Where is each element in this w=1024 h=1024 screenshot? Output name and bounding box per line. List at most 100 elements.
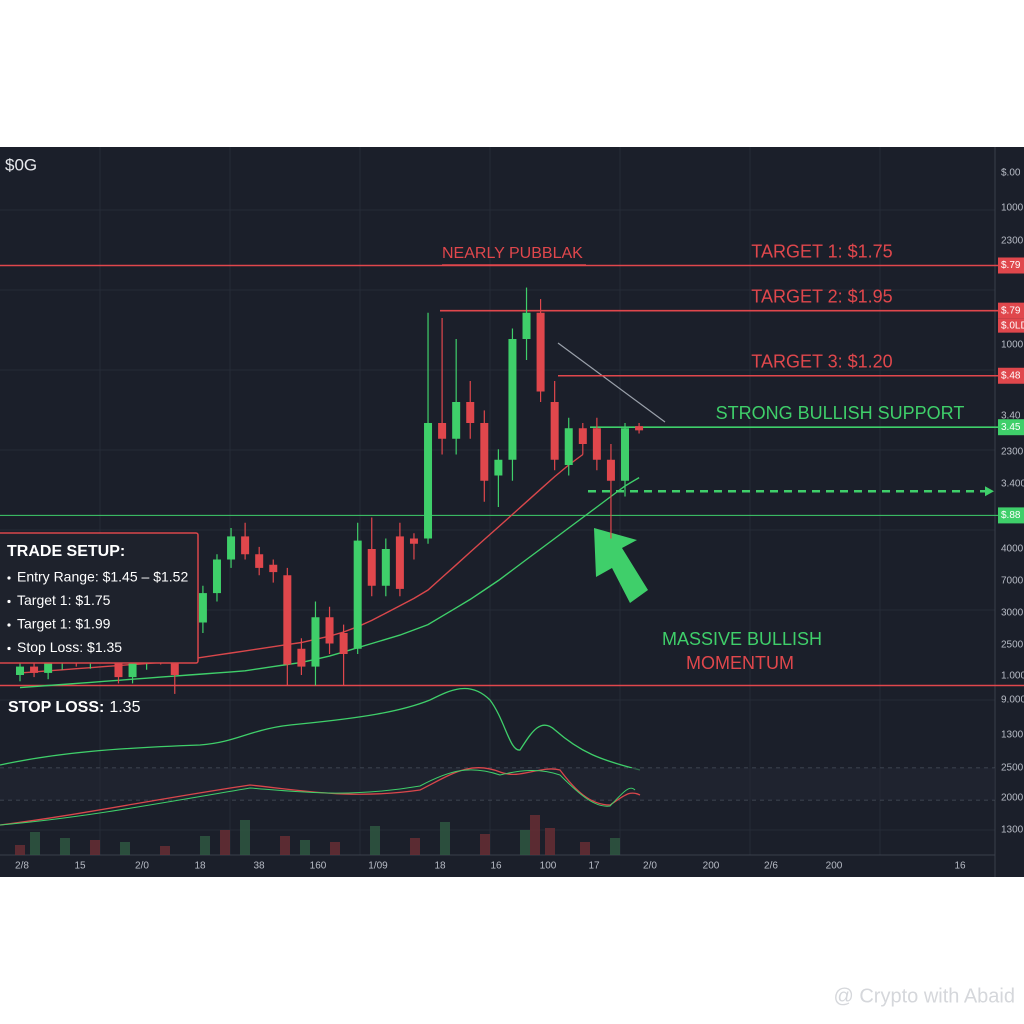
candle-body	[536, 312, 545, 392]
trade-setup-box	[0, 532, 199, 664]
x-axis-label: 2/0	[135, 861, 149, 872]
x-axis-label: 2/0	[643, 861, 657, 872]
price-tag	[998, 507, 1024, 524]
y-axis-label: 7000	[1001, 576, 1024, 587]
candle-body	[297, 648, 306, 667]
candle-body	[283, 575, 292, 665]
x-axis-label: 2/8	[15, 861, 29, 872]
candle-body	[311, 617, 320, 667]
candle-body	[170, 656, 179, 675]
candle-body	[44, 662, 53, 673]
candle-body	[564, 428, 573, 465]
trade-setup-item: Entry Range: $1.45 – $1.52	[17, 569, 188, 585]
price-tag-label: $.48	[1001, 370, 1021, 381]
candle-body	[381, 549, 390, 586]
candle-body	[621, 428, 630, 481]
candle-body	[466, 402, 475, 423]
candle-body	[522, 312, 531, 339]
price-tag-label: $.0LD	[1001, 320, 1024, 331]
oscillator-line	[0, 769, 636, 826]
candle-body	[198, 593, 207, 623]
chart-title: $0G	[5, 155, 37, 174]
trade-setup-item: Target 1: $1.75	[17, 592, 111, 608]
x-axis-label: 18	[434, 861, 446, 872]
price-tag	[998, 419, 1024, 436]
stop-loss-title: STOP LOSS:	[8, 699, 104, 716]
level-label: STRONG BULLISH SUPPORT	[716, 403, 965, 423]
y-axis-label: 2500	[1001, 763, 1024, 774]
level-label: TARGET 2: $1.95	[751, 286, 892, 306]
candle-body	[395, 536, 404, 589]
y-axis-label: 1300	[1001, 825, 1024, 836]
candle-body	[128, 662, 137, 678]
candle-body	[241, 536, 250, 555]
candle-body	[339, 633, 348, 654]
candle-body	[269, 564, 278, 573]
candle-body	[114, 658, 123, 678]
candle-body	[325, 617, 334, 644]
level-label: TARGET 3: $1.20	[751, 352, 892, 372]
arrow	[594, 528, 648, 603]
candle-body	[592, 428, 601, 460]
x-axis-label: 200	[826, 861, 843, 872]
price-tag	[998, 302, 1024, 319]
y-axis-label: 1300	[1001, 730, 1024, 741]
x-axis-label: 200	[703, 861, 720, 872]
x-axis-label: 160	[310, 861, 327, 872]
volume-bars	[30, 820, 620, 855]
candle-body	[480, 423, 489, 481]
y-axis-label: 3.400	[1001, 479, 1024, 490]
candle-body	[16, 666, 24, 675]
candle-body	[452, 402, 461, 439]
candle-body	[508, 339, 517, 460]
candle-body	[30, 666, 39, 673]
price-tag-label: $.88	[1001, 510, 1021, 521]
price-tag-label: 3.45	[1001, 422, 1021, 433]
price-tag	[998, 257, 1024, 274]
level-label: TARGET 1: $1.75	[751, 241, 892, 261]
candle-body	[212, 559, 221, 594]
candle-body	[578, 428, 587, 444]
x-axis-label: 17	[588, 861, 600, 872]
y-axis-label: 1.000	[1001, 671, 1024, 682]
pattern-label: NEARLY PUBBLAK	[442, 245, 583, 262]
candle-body	[367, 549, 376, 586]
momentum-label: MASSIVE BULLISH	[662, 629, 822, 649]
candle-body	[606, 459, 615, 481]
moving-average	[19, 476, 640, 689]
y-axis-label: $.00	[1001, 168, 1021, 179]
trade-setup-title: TRADE SETUP:	[7, 543, 125, 560]
y-axis-label: 9.000	[1001, 695, 1024, 706]
dashed-arrowhead	[985, 486, 994, 497]
oscillator-line	[0, 767, 641, 826]
bullet	[7, 646, 11, 651]
x-axis-label: 38	[253, 861, 265, 872]
y-axis-label: 3.40	[1001, 411, 1021, 422]
x-axis-label: 16	[490, 861, 502, 872]
x-axis-label: 15	[74, 861, 86, 872]
x-axis-label: 100	[540, 861, 557, 872]
x-axis-label: 18	[194, 861, 206, 872]
x-axis-label: 16	[954, 861, 966, 872]
stop-loss-label: STOP LOSS: 1.35	[8, 699, 141, 716]
watermark: @ Crypto with Abaid	[834, 985, 1016, 1007]
candle-body	[353, 540, 362, 649]
y-axis-label: 2300	[1001, 236, 1024, 247]
chart-background	[0, 147, 1024, 877]
trend-line	[557, 342, 666, 423]
bullet	[7, 599, 11, 604]
candle-body	[409, 538, 418, 544]
y-axis-label: 3000	[1001, 608, 1024, 619]
trade-setup-item: Stop Loss: $1.35	[17, 639, 122, 655]
candle-body	[494, 459, 503, 476]
volume-bars	[15, 815, 590, 855]
y-axis-label: 1000	[1001, 340, 1024, 351]
x-axis-label: 1/09	[368, 861, 388, 872]
candle-body	[227, 536, 236, 560]
price-tag	[998, 318, 1024, 333]
momentum-label: MOMENTUM	[686, 653, 794, 673]
candle-body	[438, 423, 447, 439]
price-tag	[998, 367, 1024, 384]
